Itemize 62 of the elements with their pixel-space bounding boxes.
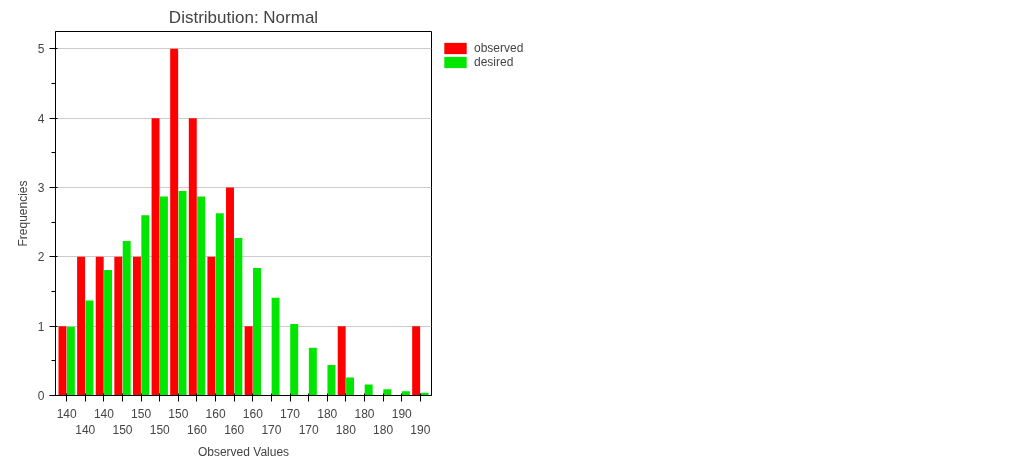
x-tick-label: 160 bbox=[205, 406, 226, 421]
bar bbox=[188, 118, 197, 396]
bar bbox=[95, 256, 104, 396]
y-tick-label: 2 bbox=[37, 250, 45, 265]
x-tick-label: 170 bbox=[298, 423, 319, 438]
bar bbox=[132, 256, 141, 396]
y-axis-title: Frequencies bbox=[15, 180, 30, 247]
bar bbox=[159, 196, 168, 396]
bar bbox=[364, 384, 373, 396]
x-tick-label: 140 bbox=[56, 406, 78, 421]
bar bbox=[327, 364, 336, 396]
x-axis-title: Observed Values bbox=[197, 445, 290, 460]
x-tick-label: 140 bbox=[93, 406, 115, 421]
legend-label: observed bbox=[474, 41, 524, 55]
bar bbox=[170, 48, 179, 396]
bar bbox=[122, 240, 131, 396]
bar bbox=[85, 300, 94, 396]
x-tick-label: 170 bbox=[280, 406, 301, 421]
chart-title: Distribution: Normal bbox=[168, 7, 319, 27]
x-tick-label: 190 bbox=[391, 406, 413, 421]
y-tick-label: 1 bbox=[37, 319, 45, 334]
bar bbox=[337, 326, 346, 396]
bar bbox=[66, 326, 75, 396]
bar bbox=[151, 118, 160, 396]
bar bbox=[290, 324, 299, 396]
x-tick-label: 180 bbox=[317, 406, 338, 421]
x-tick-label: 150 bbox=[149, 423, 171, 438]
x-tick-label: 170 bbox=[261, 423, 282, 438]
bar bbox=[346, 377, 355, 396]
bar bbox=[244, 326, 253, 396]
bar bbox=[412, 326, 421, 396]
bar bbox=[207, 256, 216, 396]
bar bbox=[197, 196, 206, 396]
bar bbox=[178, 190, 187, 396]
bar bbox=[226, 187, 234, 396]
x-tick-label: 180 bbox=[354, 406, 375, 421]
y-tick-label: 0 bbox=[37, 389, 45, 403]
bar bbox=[253, 267, 261, 396]
bar bbox=[114, 256, 123, 396]
x-tick-label: 140 bbox=[75, 423, 96, 438]
x-tick-label: 150 bbox=[168, 406, 189, 421]
bar bbox=[401, 391, 410, 396]
bar bbox=[77, 256, 86, 396]
x-tick-label: 150 bbox=[131, 406, 152, 421]
x-tick-label: 150 bbox=[112, 423, 133, 438]
x-tick-label: 160 bbox=[186, 423, 208, 438]
x-tick-label: 180 bbox=[373, 423, 394, 438]
bar bbox=[141, 215, 150, 396]
x-tick-label: 160 bbox=[224, 423, 245, 438]
y-tick-label: 4 bbox=[37, 111, 45, 126]
y-tick-label: 5 bbox=[37, 42, 45, 57]
bar bbox=[215, 213, 224, 396]
x-tick-label: 190 bbox=[410, 423, 431, 438]
bar bbox=[234, 238, 243, 396]
bar bbox=[104, 270, 113, 396]
y-tick-label: 3 bbox=[37, 181, 45, 195]
bar bbox=[308, 347, 317, 396]
bar bbox=[383, 389, 392, 396]
bar bbox=[271, 297, 280, 396]
x-tick-label: 160 bbox=[242, 406, 264, 421]
x-tick-label: 180 bbox=[335, 423, 357, 438]
legend-label: desired bbox=[474, 55, 514, 69]
